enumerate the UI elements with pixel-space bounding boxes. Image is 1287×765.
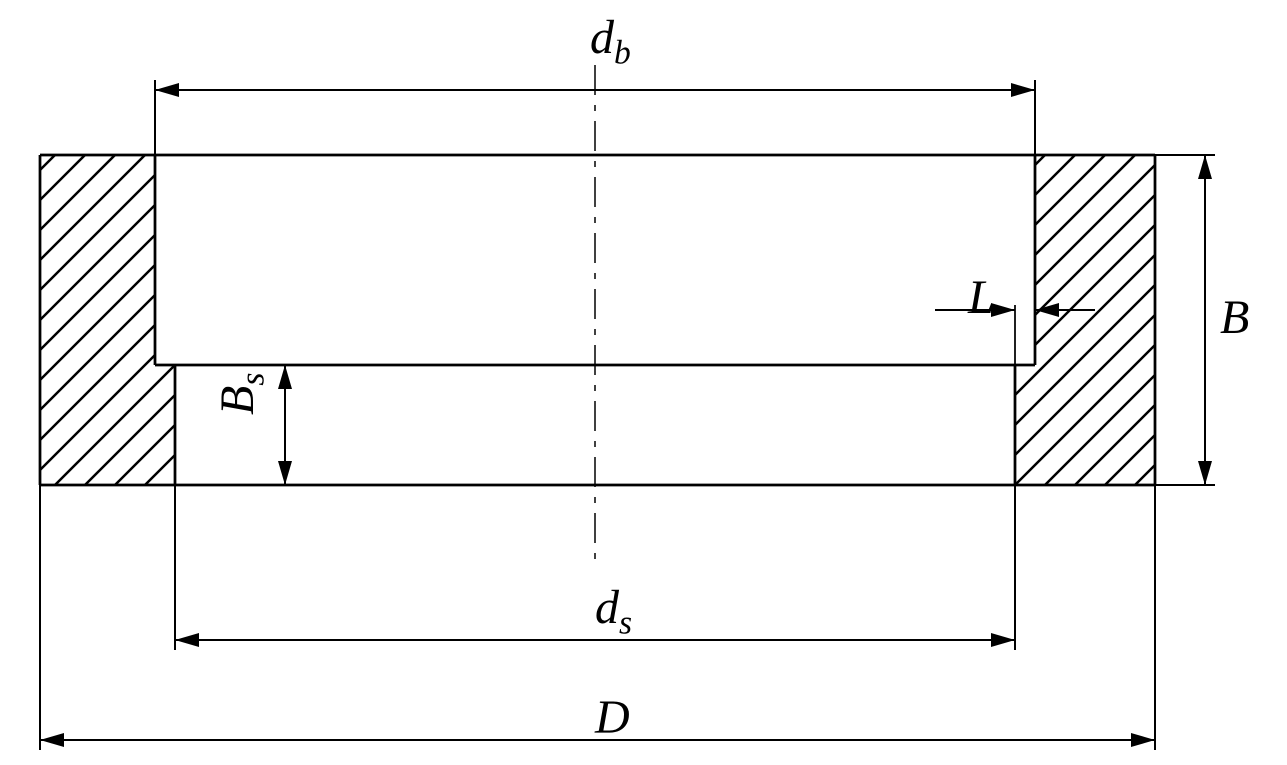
label-db: db [590, 10, 631, 73]
label-Bs: Bs [210, 373, 273, 415]
label-D: D [595, 690, 630, 745]
label-B: B [1220, 290, 1249, 345]
engineering-drawing [0, 0, 1287, 765]
label-L: L [968, 270, 995, 325]
label-ds: ds [595, 580, 632, 643]
